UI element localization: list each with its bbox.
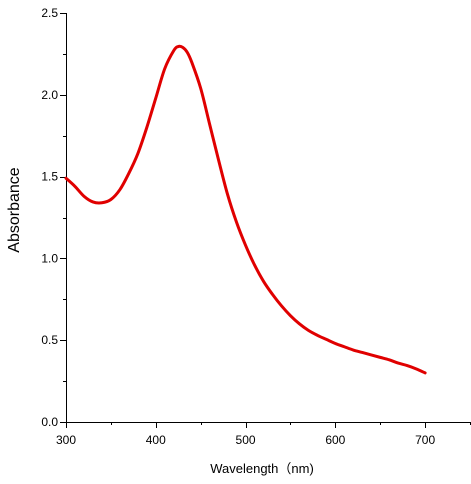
y-tick-label: 1.5 xyxy=(41,170,58,184)
axes xyxy=(66,13,470,423)
y-axis-title: Absorbance xyxy=(6,167,23,252)
x-tick-label: 700 xyxy=(415,433,435,447)
y-tick-label: 0.0 xyxy=(41,415,58,429)
x-axis-ticks: 300 400 500 600 700 xyxy=(56,422,471,447)
absorbance-series-line xyxy=(64,44,427,375)
x-tick-label: 300 xyxy=(56,433,76,447)
y-tick-label: 0.5 xyxy=(41,333,58,347)
y-tick-label: 1.0 xyxy=(41,251,58,265)
x-tick-label: 600 xyxy=(325,433,345,447)
y-axis-ticks: 0.0 0.5 1.0 1.5 2.0 2.5 xyxy=(41,6,66,429)
y-tick-label: 2.5 xyxy=(41,6,58,20)
series-group xyxy=(64,44,427,375)
y-tick-label: 2.0 xyxy=(41,88,58,102)
x-axis-title: Wavelength（nm) xyxy=(210,461,314,476)
x-tick-label: 500 xyxy=(236,433,256,447)
x-tick-label: 400 xyxy=(146,433,166,447)
